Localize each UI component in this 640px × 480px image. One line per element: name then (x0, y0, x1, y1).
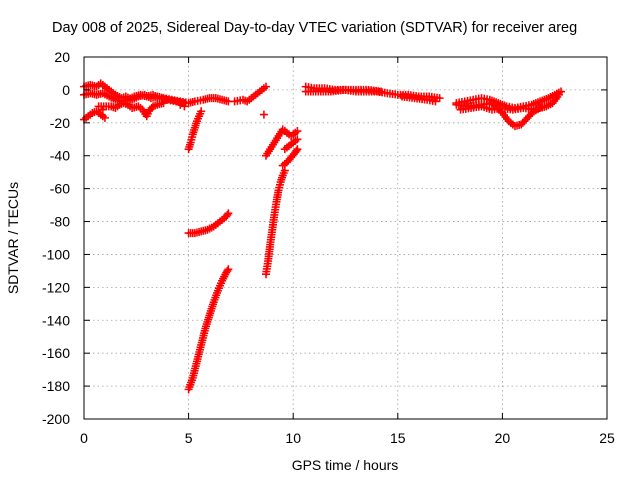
data-point (540, 102, 549, 111)
x-tick-label: 25 (599, 430, 615, 446)
y-tick-label: 0 (62, 82, 70, 98)
y-tick-label: -200 (42, 411, 70, 427)
x-tick-label: 10 (285, 430, 301, 446)
y-tick-label: -40 (50, 148, 70, 164)
data-point (223, 210, 232, 219)
data-point (293, 127, 302, 136)
data-point (224, 265, 233, 274)
data-point (223, 266, 232, 275)
data-point (292, 146, 301, 155)
y-tick-label: 20 (54, 49, 70, 65)
data-point (262, 82, 271, 91)
x-tick-label: 20 (495, 430, 511, 446)
chart-title: Day 008 of 2025, Sidereal Day-to-day VTE… (52, 20, 577, 36)
data-point (280, 166, 289, 175)
data-points (80, 79, 565, 394)
x-tick-label: 0 (80, 430, 88, 446)
data-point (377, 87, 386, 96)
x-tick-label: 15 (390, 430, 406, 446)
y-tick-label: -180 (42, 378, 70, 394)
data-point (554, 90, 563, 99)
y-tick-label: -60 (50, 181, 70, 197)
y-tick-label: -100 (42, 246, 70, 262)
y-tick-label: -160 (42, 345, 70, 361)
data-point (197, 107, 206, 116)
y-axis-label: SDTVAR / TECUs (5, 182, 21, 294)
plot-frame (83, 56, 608, 420)
data-point (176, 100, 185, 109)
data-point (259, 110, 268, 119)
data-point (431, 97, 440, 106)
data-point (224, 209, 233, 218)
data-point (435, 94, 444, 103)
x-axis: 0 5 10 15 20 25 (80, 57, 615, 446)
x-axis-label: GPS time / hours (292, 457, 399, 473)
data-point (159, 99, 168, 108)
y-tick-label: -140 (42, 312, 70, 328)
data-point (293, 135, 302, 144)
data-point (180, 102, 189, 111)
y-tick-label: -120 (42, 279, 70, 295)
data-point (100, 113, 109, 122)
data-point (293, 145, 302, 154)
y-tick-label: -20 (50, 115, 70, 131)
x-tick-label: 5 (185, 430, 193, 446)
y-tick-label: -80 (50, 214, 70, 230)
